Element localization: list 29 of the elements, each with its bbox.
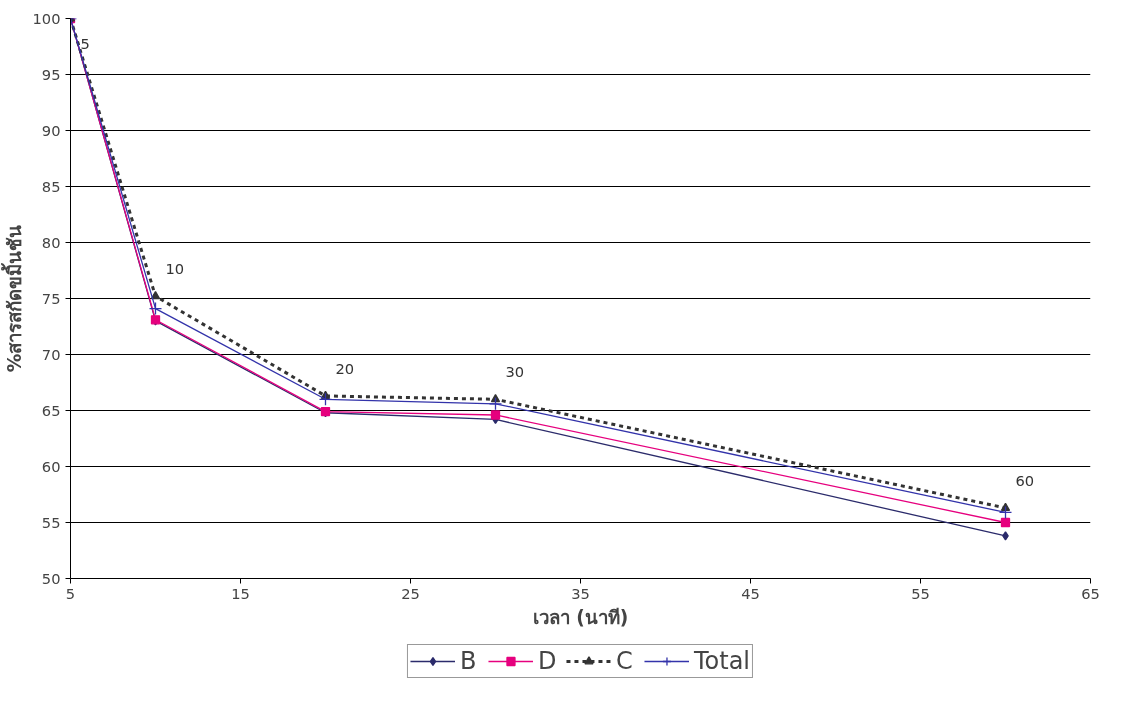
y-tick-label: 75 bbox=[41, 289, 61, 307]
y-axis-title: %สารสกัดขมิ้นชัน bbox=[0, 224, 25, 373]
x-tick-label: 25 bbox=[401, 584, 420, 602]
x-tick-label: 15 bbox=[231, 584, 250, 602]
legend-label: B bbox=[459, 647, 478, 675]
y-tick-label: 70 bbox=[41, 345, 61, 363]
y-tick-label: 55 bbox=[41, 513, 61, 531]
y-tick-label: 60 bbox=[41, 457, 61, 475]
annotation: 10 bbox=[165, 260, 185, 278]
x-tick-label: 5 bbox=[65, 584, 76, 602]
y-tick-label: 65 bbox=[41, 401, 61, 419]
y-tick-label: 80 bbox=[41, 233, 61, 251]
annotation: 20 bbox=[335, 359, 355, 377]
x-tick-label: 35 bbox=[571, 584, 590, 602]
legend-label: D bbox=[537, 647, 558, 675]
annotation: 60 bbox=[1015, 471, 1035, 489]
y-tick-label: 90 bbox=[41, 121, 61, 139]
x-tick-label: 65 bbox=[1081, 584, 1100, 602]
legend-label: C bbox=[615, 647, 634, 675]
y-tick-label: 95 bbox=[41, 65, 61, 83]
x-tick-label: 55 bbox=[911, 584, 930, 602]
x-axis-title: เวลา (นาที) bbox=[532, 606, 629, 628]
annotation: 30 bbox=[505, 363, 525, 381]
annotation: 5 bbox=[80, 34, 90, 52]
y-tick-label: 100 bbox=[32, 9, 61, 27]
x-tick-label: 45 bbox=[741, 584, 760, 602]
legend-label: Total bbox=[693, 647, 751, 675]
y-tick-label: 50 bbox=[41, 569, 61, 587]
y-tick-label: 85 bbox=[41, 177, 61, 195]
